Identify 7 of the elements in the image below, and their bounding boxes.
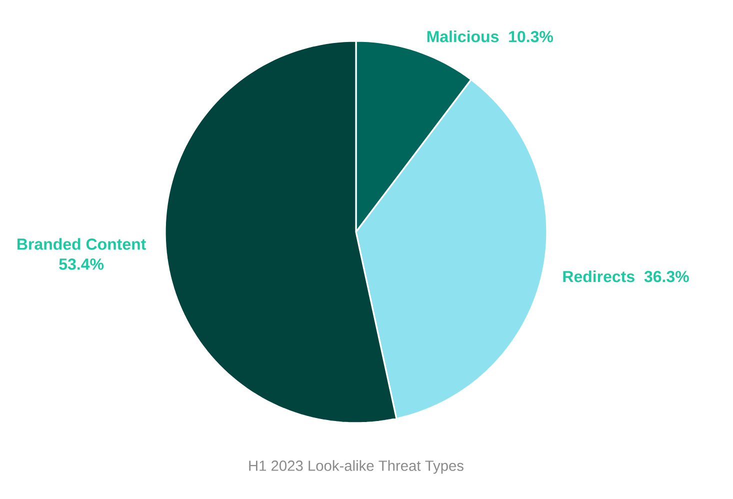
slice-label: Redirects bbox=[563, 270, 634, 282]
data-label: 10.3% bbox=[509, 30, 554, 42]
text: H1 2023 Look-alike Threat Types bbox=[249, 460, 464, 474]
data-label: 36.3% bbox=[644, 270, 689, 282]
slice-label: Malicious bbox=[427, 30, 499, 42]
slice-label: Branded Content bbox=[17, 238, 146, 250]
data-label: 53.4% bbox=[59, 258, 104, 270]
